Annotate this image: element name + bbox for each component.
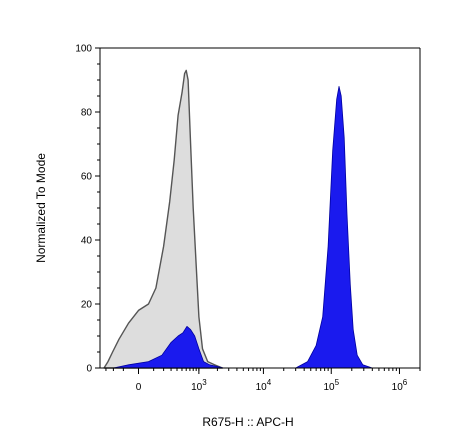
x-axis-title: R675-H :: APC-H	[202, 415, 293, 429]
y-tick-label: 100	[75, 44, 92, 55]
series-area-1	[103, 69, 224, 369]
y-tick-label: 20	[81, 300, 93, 311]
ticks-layer: 0 20 40 60 80 100 0 103 104 105 106	[75, 44, 421, 393]
x-tick-label: 104	[256, 378, 272, 393]
x-tick-label: 106	[392, 378, 408, 393]
y-tick-label: 80	[81, 108, 93, 119]
y-tick-label: 40	[81, 236, 93, 247]
x-tick-label: 103	[191, 378, 207, 393]
y-tick-label: 60	[81, 172, 93, 183]
y-tick-label: 0	[86, 364, 92, 375]
series-area-2	[113, 86, 373, 369]
y-axis-title: Normalized To Mode	[34, 153, 48, 263]
x-tick-label: 0	[136, 382, 142, 393]
series-layer	[103, 69, 373, 369]
x-tick-label: 105	[323, 378, 339, 393]
